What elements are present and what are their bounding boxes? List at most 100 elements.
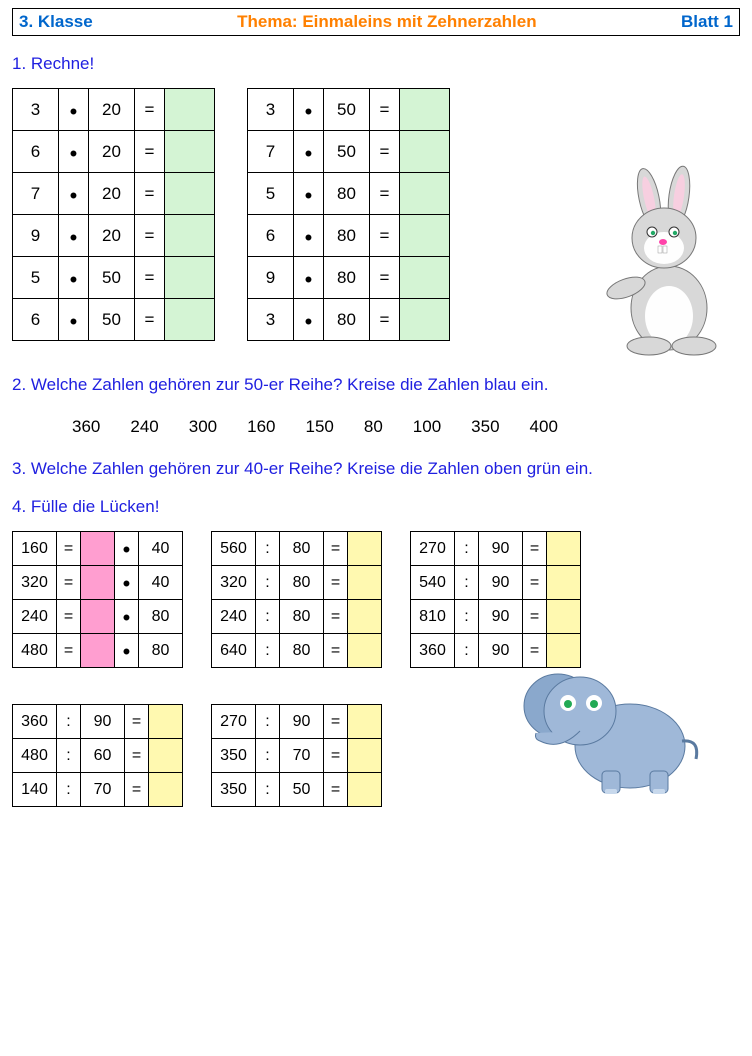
cell-answer [348,532,382,566]
cell-a: 270 [212,705,256,739]
cell-answer [165,131,215,173]
table-row: 7•20= [13,173,215,215]
table-row: 240=•80 [13,600,183,634]
cell-answer [165,89,215,131]
cell-b: 70 [81,773,125,807]
number-item: 80 [364,417,383,437]
cell-answer [149,705,183,739]
cell-eq: = [370,299,400,341]
table-row: 270:90= [212,705,382,739]
cell-eq: = [523,634,547,668]
cell-op: : [455,600,479,634]
table-row: 360:90= [411,634,581,668]
cell-eq: = [370,173,400,215]
cell-a: 6 [13,131,59,173]
cell-answer [400,299,450,341]
cell-b: 80 [280,600,324,634]
cell-a: 3 [248,299,294,341]
cell-result: 320 [13,566,57,600]
cell-a: 9 [13,215,59,257]
cell-op: • [294,215,324,257]
number-item: 160 [247,417,275,437]
cell-a: 640 [212,634,256,668]
cell-answer [348,600,382,634]
number-item: 400 [530,417,558,437]
cell-eq: = [135,257,165,299]
cell-b: 60 [81,739,125,773]
table-row: 480=•80 [13,634,183,668]
table-s1-left: 3•20=6•20=7•20=9•20=5•50=6•50= [12,88,215,341]
cell-b: 50 [89,299,135,341]
cell-op: • [59,173,89,215]
cell-eq: = [135,173,165,215]
cell-answer [547,600,581,634]
number-item: 100 [413,417,441,437]
table-row: 6•20= [13,131,215,173]
cell-answer [348,566,382,600]
cell-op: • [115,566,139,600]
cell-a: 3 [13,89,59,131]
cell-b: 90 [479,634,523,668]
cell-op: : [455,634,479,668]
cell-op: • [294,131,324,173]
cell-eq: = [523,566,547,600]
task4-title: 4. Fülle die Lücken! [12,497,740,517]
cell-eq: = [57,532,81,566]
table-row: 3•50= [248,89,450,131]
cell-b: 50 [89,257,135,299]
cell-eq: = [324,566,348,600]
table-row: 350:70= [212,739,382,773]
table-s4b2: 270:90=350:70=350:50= [211,704,382,807]
section4-rowB: 360:90=480:60=140:70= 270:90=350:70=350:… [12,704,740,807]
cell-a: 360 [411,634,455,668]
table-row: 3•80= [248,299,450,341]
cell-b: 50 [280,773,324,807]
cell-answer [400,131,450,173]
cell-b: 90 [479,566,523,600]
cell-answer [165,173,215,215]
cell-a: 9 [248,257,294,299]
cell-answer [400,173,450,215]
cell-answer [81,566,115,600]
task1-title: 1. Rechne! [12,54,740,74]
cell-eq: = [125,773,149,807]
cell-a: 6 [248,215,294,257]
task3-title: 3. Welche Zahlen gehören zur 40-er Reihe… [12,459,740,479]
cell-answer [149,739,183,773]
cell-a: 560 [212,532,256,566]
cell-a: 7 [13,173,59,215]
table-row: 480:60= [13,739,183,773]
cell-eq: = [125,705,149,739]
cell-op: • [59,131,89,173]
table-row: 350:50= [212,773,382,807]
cell-b: 80 [280,532,324,566]
number-item: 360 [72,417,100,437]
cell-a: 3 [248,89,294,131]
number-item: 240 [130,417,158,437]
cell-eq: = [324,773,348,807]
cell-b: 90 [479,600,523,634]
cell-eq: = [370,257,400,299]
cell-b: 40 [139,566,183,600]
cell-answer [400,89,450,131]
table-s4b1: 360:90=480:60=140:70= [12,704,183,807]
table-row: 9•80= [248,257,450,299]
cell-a: 5 [13,257,59,299]
table-s4a3: 270:90=540:90=810:90=360:90= [410,531,581,668]
cell-a: 350 [212,773,256,807]
cell-op: • [115,600,139,634]
cell-eq: = [324,600,348,634]
cell-b: 80 [324,173,370,215]
cell-b: 20 [89,131,135,173]
cell-op: : [256,739,280,773]
cell-a: 7 [248,131,294,173]
cell-a: 270 [411,532,455,566]
cell-eq: = [57,566,81,600]
cell-b: 80 [139,600,183,634]
table-row: 810:90= [411,600,581,634]
table-row: 3•20= [13,89,215,131]
cell-answer [81,634,115,668]
cell-b: 50 [324,89,370,131]
table-row: 320= •40 [13,566,183,600]
cell-eq: = [125,739,149,773]
